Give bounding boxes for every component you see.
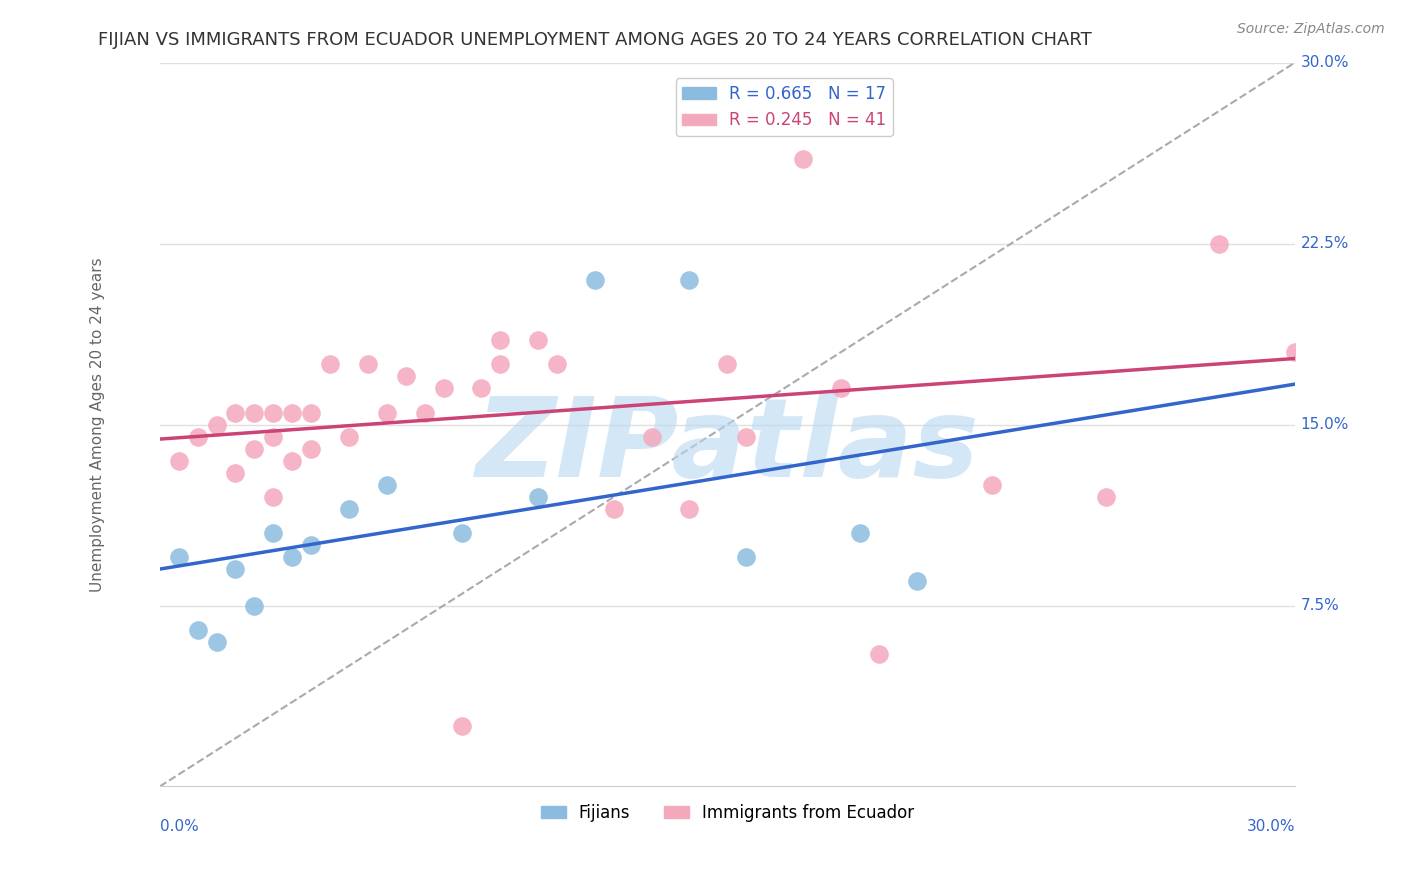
Point bbox=[678, 273, 700, 287]
Text: Source: ZipAtlas.com: Source: ZipAtlas.com bbox=[1237, 22, 1385, 37]
Point bbox=[224, 562, 246, 576]
Point bbox=[243, 405, 266, 419]
Point bbox=[735, 550, 758, 565]
Point bbox=[205, 417, 228, 432]
Point bbox=[243, 442, 266, 456]
Point bbox=[167, 454, 190, 468]
Point bbox=[1284, 345, 1306, 359]
Point bbox=[299, 442, 322, 456]
Legend: Fijians, Immigrants from Ecuador: Fijians, Immigrants from Ecuador bbox=[534, 797, 921, 829]
Point bbox=[187, 623, 209, 637]
Point bbox=[792, 152, 814, 166]
Point bbox=[640, 429, 662, 443]
Point bbox=[299, 538, 322, 552]
Point bbox=[262, 429, 284, 443]
Point bbox=[527, 333, 550, 347]
Point bbox=[451, 719, 474, 733]
Point bbox=[678, 502, 700, 516]
Point bbox=[337, 502, 360, 516]
Point bbox=[583, 273, 606, 287]
Point bbox=[281, 454, 304, 468]
Point bbox=[167, 550, 190, 565]
Point bbox=[281, 405, 304, 419]
Text: 0.0%: 0.0% bbox=[160, 819, 198, 834]
Point bbox=[357, 357, 380, 371]
Text: 30.0%: 30.0% bbox=[1301, 55, 1348, 70]
Point bbox=[735, 429, 758, 443]
Point bbox=[981, 478, 1004, 492]
Point bbox=[470, 381, 492, 395]
Point bbox=[262, 405, 284, 419]
Point bbox=[262, 490, 284, 504]
Point bbox=[1094, 490, 1116, 504]
Point bbox=[375, 478, 398, 492]
Text: FIJIAN VS IMMIGRANTS FROM ECUADOR UNEMPLOYMENT AMONG AGES 20 TO 24 YEARS CORRELA: FIJIAN VS IMMIGRANTS FROM ECUADOR UNEMPL… bbox=[98, 31, 1092, 49]
Point bbox=[243, 599, 266, 613]
Point bbox=[432, 381, 454, 395]
Text: 7.5%: 7.5% bbox=[1301, 598, 1340, 613]
Point bbox=[1208, 236, 1230, 251]
Point bbox=[224, 405, 246, 419]
Point bbox=[489, 333, 512, 347]
Point bbox=[375, 405, 398, 419]
Point bbox=[299, 405, 322, 419]
Text: Unemployment Among Ages 20 to 24 years: Unemployment Among Ages 20 to 24 years bbox=[90, 257, 105, 592]
Point bbox=[262, 526, 284, 541]
Text: 30.0%: 30.0% bbox=[1246, 819, 1295, 834]
Point bbox=[205, 634, 228, 648]
Point bbox=[546, 357, 568, 371]
Point bbox=[830, 381, 852, 395]
Point bbox=[489, 357, 512, 371]
Point bbox=[868, 647, 890, 661]
Point bbox=[187, 429, 209, 443]
Point bbox=[395, 369, 418, 384]
Point bbox=[905, 574, 928, 589]
Point bbox=[848, 526, 870, 541]
Point bbox=[773, 79, 796, 94]
Text: 22.5%: 22.5% bbox=[1301, 236, 1348, 252]
Point bbox=[413, 405, 436, 419]
Point bbox=[224, 466, 246, 480]
Point bbox=[603, 502, 626, 516]
Point bbox=[527, 490, 550, 504]
Point bbox=[451, 526, 474, 541]
Text: ZIPatlas: ZIPatlas bbox=[475, 392, 979, 500]
Point bbox=[337, 429, 360, 443]
Text: 15.0%: 15.0% bbox=[1301, 417, 1348, 432]
Point bbox=[716, 357, 738, 371]
Point bbox=[281, 550, 304, 565]
Point bbox=[319, 357, 342, 371]
